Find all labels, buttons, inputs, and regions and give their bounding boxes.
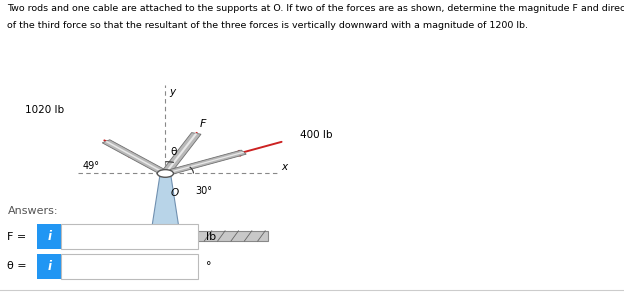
Text: θ: θ (170, 147, 177, 157)
Text: i: i (47, 260, 51, 273)
Text: 400 lb: 400 lb (300, 130, 332, 140)
Text: of the third force so that the resultant of the three forces is vertically downw: of the third force so that the resultant… (7, 21, 529, 30)
Text: Answers:: Answers: (7, 206, 58, 216)
Text: 49°: 49° (83, 161, 100, 171)
Text: °: ° (206, 261, 212, 271)
Text: x: x (281, 162, 287, 172)
Text: O: O (170, 188, 178, 198)
FancyBboxPatch shape (37, 253, 61, 279)
Polygon shape (102, 140, 169, 175)
Bar (75, 231, 268, 241)
Text: i: i (47, 230, 51, 243)
Polygon shape (164, 133, 197, 174)
Text: Two rods and one cable are attached to the supports at O. If two of the forces a: Two rods and one cable are attached to t… (7, 4, 624, 14)
Polygon shape (165, 152, 245, 174)
Polygon shape (105, 141, 167, 174)
Polygon shape (163, 150, 246, 176)
Text: F: F (200, 119, 206, 129)
Text: 1020 lb: 1020 lb (25, 105, 64, 115)
Text: F =: F = (7, 232, 27, 242)
Polygon shape (152, 173, 180, 231)
Text: 30°: 30° (195, 186, 212, 196)
Polygon shape (160, 133, 201, 174)
Text: lb: lb (206, 232, 216, 242)
Text: θ =: θ = (7, 261, 27, 271)
Text: y: y (169, 87, 175, 97)
FancyBboxPatch shape (61, 224, 198, 249)
FancyBboxPatch shape (61, 253, 198, 279)
Circle shape (157, 170, 173, 177)
FancyBboxPatch shape (37, 224, 61, 249)
